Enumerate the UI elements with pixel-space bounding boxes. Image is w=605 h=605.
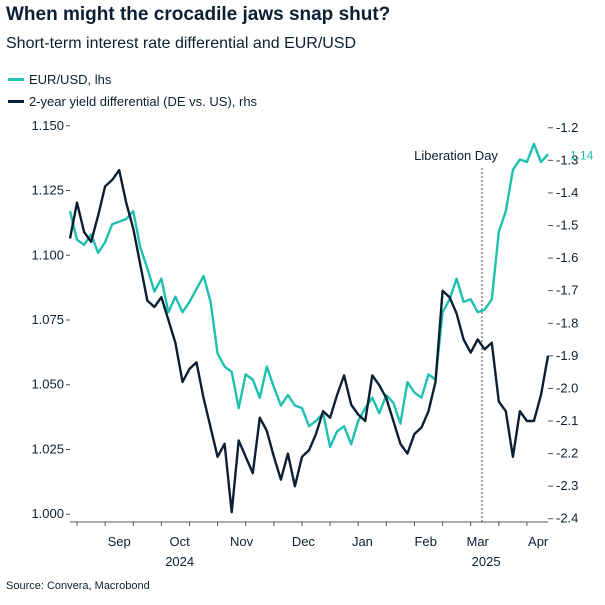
x-tick-label: Dec	[292, 534, 316, 549]
x-tick-label: Feb	[414, 534, 436, 549]
y-left-tick-label: 1.150	[31, 118, 64, 133]
x-year-label: 2025	[472, 554, 501, 569]
series-line-yield	[68, 168, 550, 514]
y-left-tick-label: 1.100	[31, 247, 64, 262]
y-left-tick-label: 1.000	[31, 506, 64, 521]
y-right-tick-label: -1.9	[556, 348, 578, 363]
y-right-tick-label: -1.4	[556, 185, 578, 200]
x-tick-label: Mar	[467, 534, 490, 549]
legend-entry-yield: 2-year yield differential (DE vs. US), r…	[8, 94, 257, 109]
y-left-tick-label: 1.050	[31, 377, 64, 392]
y-right-tick-label: -2.2	[556, 446, 578, 461]
legend-label-yield: 2-year yield differential (DE vs. US), r…	[29, 94, 258, 109]
y-right-tick-label: -1.8	[556, 315, 578, 330]
chart-subtitle: Short-term interest rate differential an…	[6, 35, 357, 52]
x-tick-label: Apr	[528, 534, 549, 549]
y-left-tick-label: 1.075	[31, 312, 64, 327]
series-line-eurusd	[68, 142, 549, 449]
x-tick-label: Nov	[230, 534, 254, 549]
source-note: Source: Convera, Macrobond	[6, 580, 150, 592]
y-right-tick-label: -2.1	[556, 413, 578, 428]
y-right-tick-label: -1.7	[556, 283, 578, 298]
legend-entry-eurusd: EUR/USD, lhs	[8, 72, 111, 87]
y-right-tick-label: -2.0	[556, 380, 578, 395]
x-tick-label: Sep	[108, 534, 131, 549]
eurusd-end-label: 1.14	[570, 148, 594, 162]
chart-title: When might the crocadile jaws snap shut?	[6, 4, 391, 25]
y-right-tick-label: -1.3	[556, 152, 578, 167]
y-right-tick-label: -1.6	[556, 250, 578, 265]
y-right-tick-label: -1.2	[556, 120, 578, 135]
x-tick-label: Jan	[352, 534, 373, 549]
y-right-tick-label: -2.4	[556, 511, 578, 526]
legend-swatch-eurusd	[8, 78, 24, 81]
x-tick-label: Oct	[170, 534, 191, 549]
y-left-tick-label: 1.125	[31, 183, 64, 198]
y-left-tick-label: 1.025	[31, 441, 64, 456]
x-year-label: 2024	[165, 554, 194, 569]
y-right-tick-label: -2.3	[556, 478, 578, 493]
legend-label-eurusd: EUR/USD, lhs	[29, 72, 112, 87]
liberation-day-label: Liberation Day	[414, 148, 498, 163]
legend-swatch-yield	[8, 100, 24, 103]
y-right-tick-label: -1.5	[556, 218, 578, 233]
